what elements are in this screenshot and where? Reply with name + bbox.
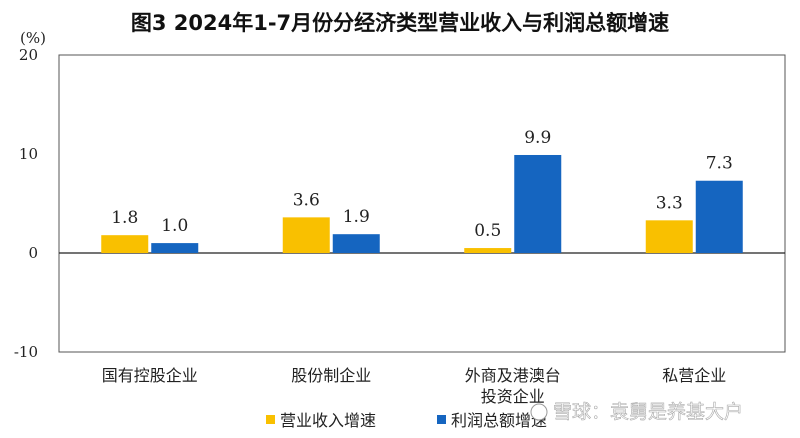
category-label: 国有控股企业 (102, 366, 198, 385)
bar (101, 235, 149, 253)
watermark: 雪球：袁舅是养基大户 (530, 401, 743, 423)
y-tick-label: -10 (14, 343, 38, 361)
y-tick-label: 20 (19, 46, 38, 64)
data-label: 1.0 (161, 216, 188, 236)
watermark-text: 雪球：袁舅是养基大户 (553, 401, 743, 423)
data-labels: 1.8 3.6 0.5 3.3 1.0 1.9 9.9 7.3 (111, 128, 733, 241)
data-label: 0.5 (474, 221, 501, 241)
bar (151, 243, 199, 253)
data-label: 1.8 (111, 208, 138, 228)
snowball-logo-icon (530, 403, 548, 421)
legend-swatch (437, 415, 446, 424)
bar (464, 248, 512, 253)
plot-frame (58, 54, 786, 353)
bar (332, 234, 380, 253)
category-label: 投资企业 (481, 387, 545, 406)
y-tick-label: 10 (19, 145, 38, 163)
y-axis-unit-label: (%) (20, 29, 46, 47)
data-label: 1.9 (343, 207, 370, 227)
category-label: 私营企业 (662, 366, 726, 385)
data-label: 9.9 (524, 128, 551, 148)
bars (101, 154, 743, 253)
legend-label: 营业收入增速 (280, 411, 376, 430)
category-label: 股份制企业 (291, 366, 371, 385)
legend: 营业收入增速 利润总额增速 (266, 411, 547, 430)
data-label: 7.3 (706, 154, 733, 174)
data-label: 3.6 (293, 190, 320, 210)
y-axis-ticks: 20 10 0 -10 (14, 46, 38, 361)
data-label: 3.3 (656, 193, 683, 213)
y-tick-label: 0 (28, 244, 38, 262)
chart-title: 图3 2024年1-7月份分经济类型营业收入与利润总额增速 (131, 11, 669, 35)
bar (282, 217, 330, 253)
legend-label: 利润总额增速 (451, 411, 547, 430)
bar (695, 180, 743, 253)
bar (514, 154, 562, 253)
category-label: 外商及港澳台 (465, 366, 561, 385)
legend-swatch (266, 415, 275, 424)
bar (645, 220, 693, 253)
